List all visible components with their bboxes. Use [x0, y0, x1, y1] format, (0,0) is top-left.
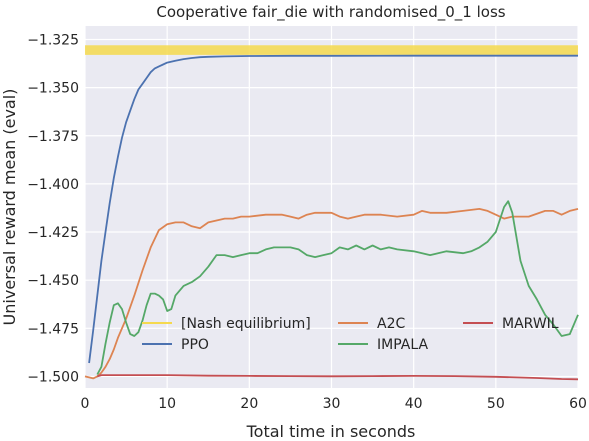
legend-entry-label: IMPALA: [377, 337, 428, 353]
y-tick-label: −1.375: [27, 129, 79, 145]
x-tick-label: 10: [158, 396, 176, 412]
y-axis-label: Universal reward mean (eval): [0, 89, 19, 326]
legend-entry-label: MARWIL: [502, 316, 559, 332]
y-tick-label: −1.500: [27, 369, 79, 385]
y-tick-label: −1.425: [27, 225, 79, 241]
x-tick-label: 50: [487, 396, 505, 412]
y-tick-label: −1.325: [27, 32, 79, 48]
x-tick-label: 60: [569, 396, 587, 412]
y-tick-label: −1.400: [27, 177, 79, 193]
series-nash-equilibrium-band: [85, 45, 578, 55]
series-ppo-line: [88, 54, 578, 364]
series-a2c-line: [84, 208, 579, 380]
legend-entry-label: PPO: [181, 337, 209, 353]
series-marwil-line: [97, 374, 579, 381]
x-tick-label: 20: [240, 396, 258, 412]
legend-entry-label: A2C: [377, 316, 405, 332]
y-tick-label: −1.450: [27, 273, 79, 289]
series-layer: [84, 45, 579, 381]
y-tick-label: −1.350: [27, 81, 79, 97]
x-tick-label: 30: [323, 396, 341, 412]
x-tick-label: 0: [81, 396, 90, 412]
series-impala-line: [96, 200, 579, 375]
legend: [Nash equilibrium] PPO A2C IMPALA MARWIL: [142, 316, 559, 353]
chart-title: Cooperative fair_die with randomised_0_1…: [156, 3, 505, 22]
legend-entry-label: [Nash equilibrium]: [181, 316, 311, 332]
x-tick-label: 40: [405, 396, 423, 412]
x-tick-labels: 0 10 20 30 40 50 60: [81, 396, 587, 412]
y-tick-labels: −1.500 −1.475 −1.450 −1.425 −1.400 −1.375 −1.3…: [27, 32, 79, 385]
x-axis-label: Total time in seconds: [246, 422, 416, 441]
y-tick-label: −1.475: [27, 321, 79, 337]
